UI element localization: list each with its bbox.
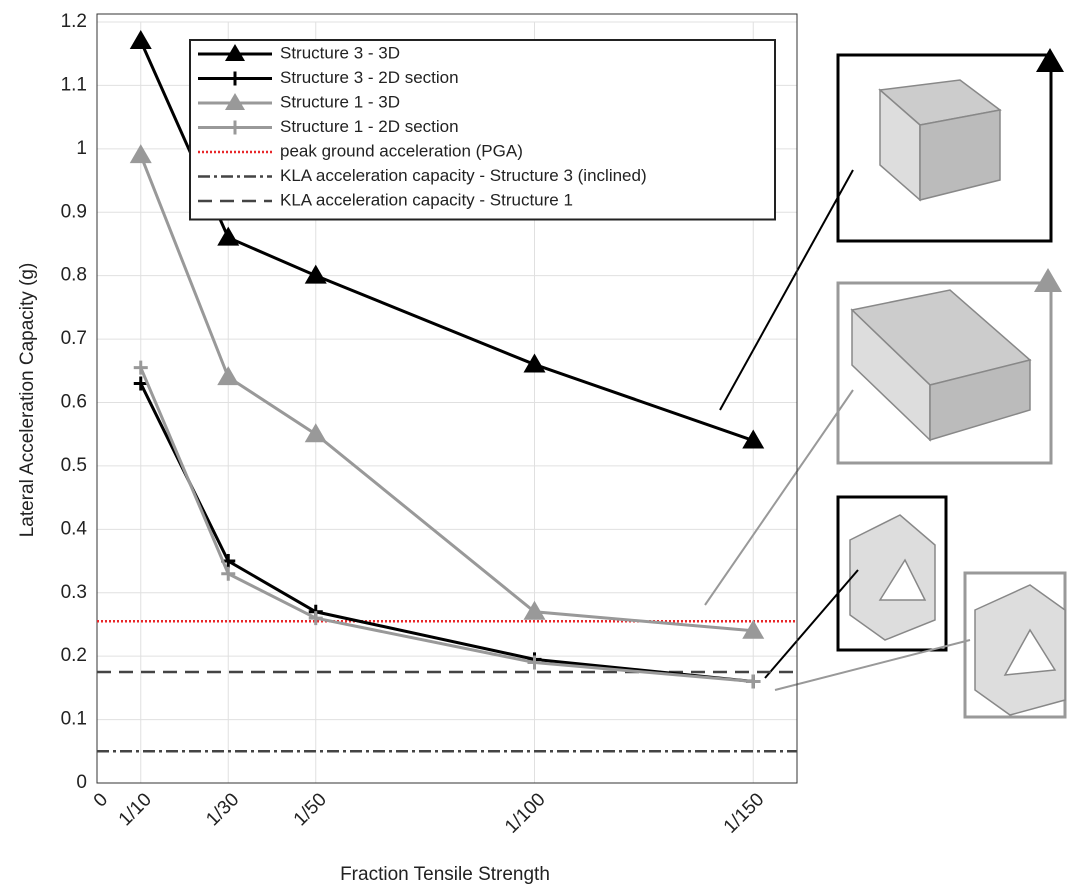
y-tick-label: 0.9 [61, 201, 87, 222]
legend-label: Structure 1 - 2D section [280, 117, 459, 136]
y-tick-label: 0 [76, 772, 87, 793]
legend: Structure 3 - 3D Structure 3 - 2D section… [190, 40, 775, 220]
x-tick-label: 1/30 [202, 789, 243, 830]
y-tick-label: 0.6 [61, 392, 87, 413]
marker [746, 675, 760, 689]
legend-label: KLA acceleration capacity - Structure 3 … [280, 166, 647, 185]
y-axis-label: Lateral Acceleration Capacity (g) [17, 263, 38, 538]
y-tick-label: 0.3 [61, 582, 87, 603]
series-line [141, 368, 754, 682]
marker [217, 366, 239, 385]
y-tick-label: 0.7 [61, 328, 87, 349]
marker [130, 30, 152, 49]
legend-label: Structure 1 - 3D [280, 92, 400, 111]
y-tick-label: 0.1 [61, 709, 87, 730]
building-3d [880, 80, 1000, 200]
section-2d [975, 585, 1065, 715]
series-line [141, 155, 754, 631]
x-axis-label: Fraction Tensile Strength [340, 864, 550, 885]
y-tick-label: 0.8 [61, 265, 87, 286]
marker [221, 567, 235, 581]
marker [130, 144, 152, 163]
x-tick-label: 0 [90, 789, 112, 811]
y-tick-label: 1.1 [61, 74, 87, 95]
y-tick-label: 0.2 [61, 645, 87, 666]
marker-icon [1036, 48, 1064, 72]
marker [217, 227, 239, 246]
x-tick-label: 1/50 [290, 789, 331, 830]
section-2d [850, 515, 935, 640]
marker [524, 353, 546, 372]
y-tick-label: 0.5 [61, 455, 87, 476]
y-tick-label: 0.4 [61, 518, 88, 539]
x-tick-label: 1/10 [115, 789, 156, 830]
legend-label: peak ground acceleration (PGA) [280, 141, 523, 160]
series-line [141, 383, 754, 681]
building-3d [852, 290, 1030, 440]
x-tick-label: 1/100 [501, 789, 549, 837]
marker [305, 423, 327, 442]
marker [134, 361, 148, 375]
legend-label: Structure 3 - 3D [280, 43, 400, 62]
chart: Fraction Tensile Strength Lateral Accele… [0, 0, 1067, 891]
legend-label: Structure 3 - 2D section [280, 68, 459, 87]
x-tick-label: 1/150 [720, 789, 768, 837]
y-tick-label: 1 [76, 138, 87, 159]
marker [305, 265, 327, 284]
y-tick-label: 1.2 [61, 11, 87, 32]
legend-label: KLA acceleration capacity - Structure 1 [280, 190, 573, 209]
marker-icon [1034, 268, 1062, 292]
